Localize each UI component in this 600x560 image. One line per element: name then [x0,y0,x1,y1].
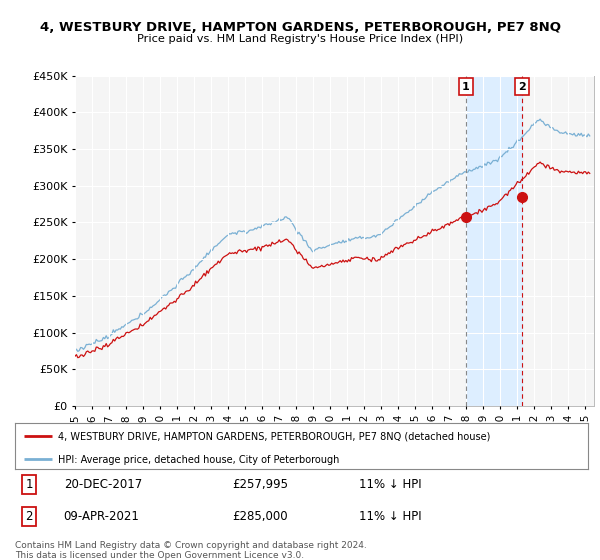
Bar [466,76,522,406]
Text: £285,000: £285,000 [233,510,289,524]
Text: 4, WESTBURY DRIVE, HAMPTON GARDENS, PETERBOROUGH, PE7 8NQ (detached house): 4, WESTBURY DRIVE, HAMPTON GARDENS, PETE… [58,432,490,442]
Text: HPI: Average price, detached house, City of Peterborough: HPI: Average price, detached house, City… [58,455,340,465]
Text: 1: 1 [462,82,470,92]
Text: 2: 2 [25,510,33,524]
Text: 1: 1 [25,478,33,491]
Text: 20-DEC-2017: 20-DEC-2017 [64,478,142,491]
Text: 09-APR-2021: 09-APR-2021 [64,510,140,524]
Text: 11% ↓ HPI: 11% ↓ HPI [359,478,421,491]
Text: Price paid vs. HM Land Registry's House Price Index (HPI): Price paid vs. HM Land Registry's House … [137,34,463,44]
Text: 11% ↓ HPI: 11% ↓ HPI [359,510,421,524]
Text: Contains HM Land Registry data © Crown copyright and database right 2024.
This d: Contains HM Land Registry data © Crown c… [15,540,367,560]
Text: 2: 2 [518,82,526,92]
Text: £257,995: £257,995 [233,478,289,491]
Text: 4, WESTBURY DRIVE, HAMPTON GARDENS, PETERBOROUGH, PE7 8NQ: 4, WESTBURY DRIVE, HAMPTON GARDENS, PETE… [40,21,560,34]
